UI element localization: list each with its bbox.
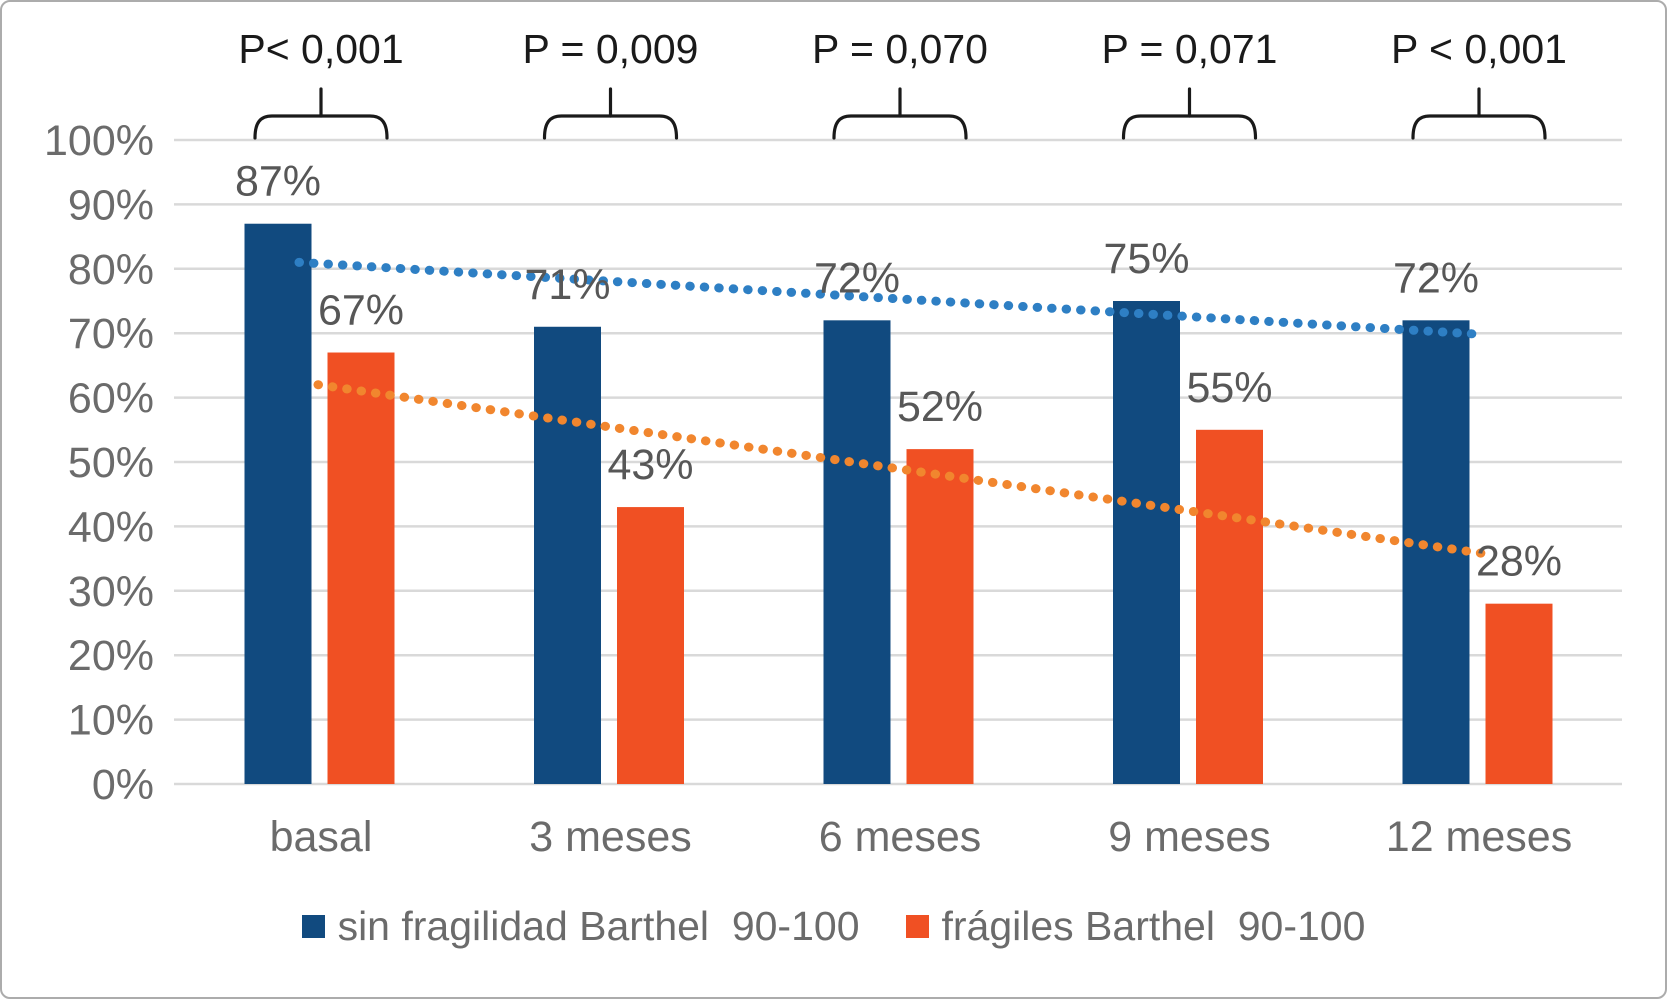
- bar-series1-3-meses: [534, 326, 601, 784]
- legend-label: sin fragilidad Barthel 90-100: [337, 903, 860, 949]
- legend-label: frágiles Barthel 90-100: [941, 903, 1366, 949]
- bar-series2-3-meses: [617, 507, 684, 784]
- y-axis-tick-label: 100%: [44, 117, 154, 165]
- bar-series2-6-meses: [906, 449, 974, 784]
- legend-item-series2: frágiles Barthel 90-100: [905, 903, 1366, 950]
- p-value-label: P = 0,009: [523, 26, 699, 72]
- bar-value-label: 72%: [814, 254, 900, 302]
- significance-bracket: [253, 114, 389, 140]
- p-value-label: P = 0,070: [812, 26, 988, 72]
- bar-series2-12-meses: [1485, 603, 1553, 784]
- p-value-label: P < 0,001: [1391, 26, 1567, 72]
- bar-value-label: 87%: [235, 158, 321, 206]
- significance-bracket: [542, 114, 679, 140]
- y-axis-tick-label: 80%: [68, 246, 154, 294]
- x-axis-category-label: 6 meses: [819, 813, 982, 861]
- bar-value-label: 28%: [1476, 538, 1562, 586]
- legend-marker-icon: [905, 915, 929, 938]
- bar-series1-9-meses: [1113, 301, 1180, 784]
- bar-value-label: 71%: [524, 261, 610, 309]
- bar-series1-6-meses: [823, 320, 891, 784]
- y-axis-tick-label: 50%: [68, 439, 154, 487]
- bar-series2-basal: [327, 352, 395, 784]
- bar-value-label: 52%: [897, 383, 983, 431]
- x-axis-category-label: 9 meses: [1108, 813, 1271, 861]
- x-axis-category-label: 3 meses: [529, 813, 692, 861]
- y-axis-tick-label: 10%: [68, 697, 154, 745]
- bar-value-label: 67%: [318, 287, 404, 335]
- y-axis-tick-label: 60%: [68, 375, 154, 423]
- y-axis-tick-label: 90%: [68, 181, 154, 229]
- bar-series1-12-meses: [1402, 320, 1470, 784]
- bar-value-label: 75%: [1103, 235, 1189, 283]
- bar-value-label: 43%: [607, 441, 693, 489]
- bar-series2-9-meses: [1196, 429, 1263, 784]
- significance-bracket: [1121, 114, 1258, 140]
- y-axis-tick-label: 0%: [92, 761, 154, 809]
- trendline-series1: [294, 257, 1488, 339]
- y-axis-tick-label: 30%: [68, 568, 154, 616]
- y-axis-tick-label: 70%: [68, 310, 154, 358]
- p-value-label: P< 0,001: [238, 26, 403, 72]
- x-axis-category-label: basal: [270, 813, 373, 861]
- p-value-label: P = 0,071: [1102, 26, 1278, 72]
- bar-value-label: 72%: [1393, 254, 1479, 302]
- bar-series1-basal: [244, 223, 312, 785]
- significance-bracket: [832, 114, 968, 140]
- legend-marker-icon: [301, 915, 325, 938]
- bar-value-label: 55%: [1186, 364, 1272, 412]
- y-axis-tick-label: 20%: [68, 632, 154, 680]
- chart-legend: sin fragilidad Barthel 90-100 frágiles Ba…: [2, 903, 1665, 950]
- x-axis-category-label: 12 meses: [1386, 813, 1572, 861]
- legend-item-series1: sin fragilidad Barthel 90-100: [301, 903, 860, 950]
- y-axis-tick-label: 40%: [68, 503, 154, 551]
- significance-bracket: [1411, 114, 1547, 140]
